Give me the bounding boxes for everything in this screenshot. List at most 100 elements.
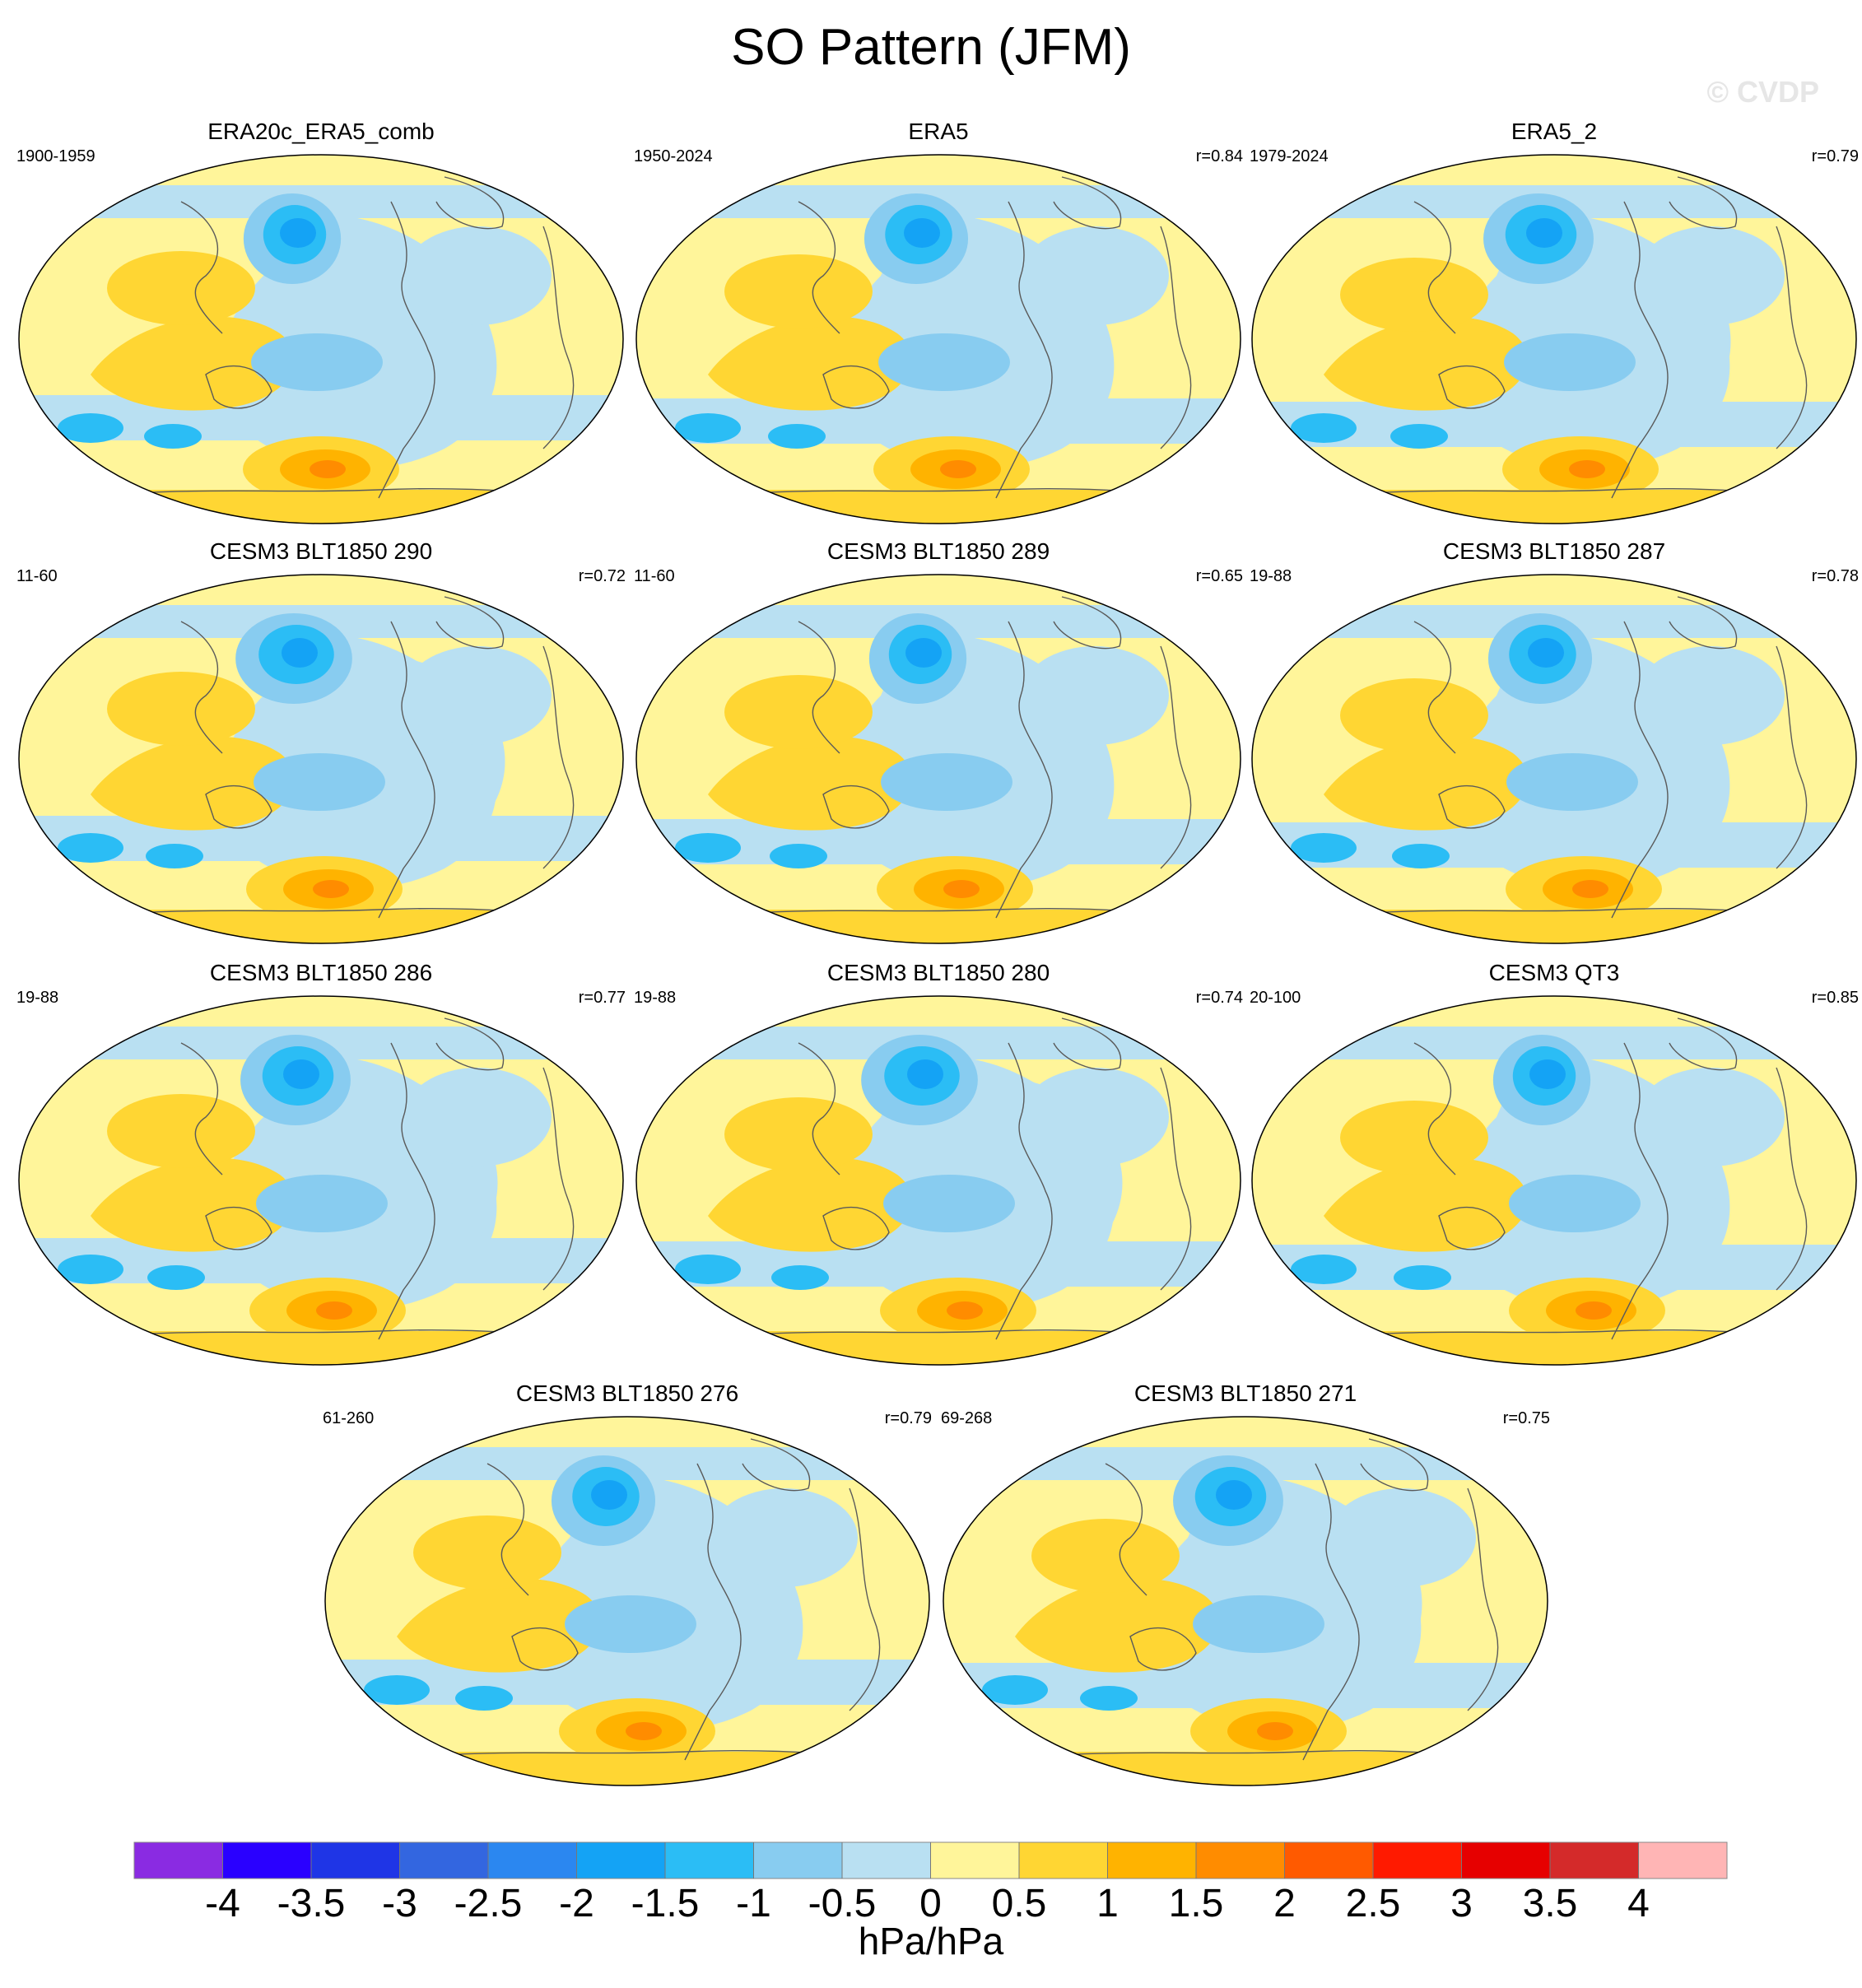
coastline-greenland	[1669, 1017, 1738, 1071]
aleutian-low-core	[907, 1059, 943, 1089]
colorbar-swatch	[222, 1842, 312, 1879]
indian-ocean-positive	[107, 251, 255, 325]
panel-correlation: r=0.85	[1811, 989, 1859, 1007]
panel-map	[1251, 995, 1857, 1366]
southern-ocean-negative-cell	[58, 413, 123, 443]
panel-correlation: r=0.65	[1195, 567, 1243, 585]
cvdp-watermark: © CVDP	[1706, 75, 1819, 109]
map-panel: CESM3 BLT1850 287 19-88 r=0.78	[1250, 538, 1859, 951]
indian-ocean-positive	[724, 675, 873, 749]
panel-correlation: r=0.77	[578, 989, 626, 1007]
coastline-africa-europe	[542, 1067, 575, 1291]
maritime-continent-positive	[397, 1578, 601, 1673]
colorbar-units: hPa/hPa	[858, 1920, 1004, 1962]
colorbar-swatch	[842, 1842, 931, 1879]
south-pacific-negative-cell	[144, 424, 202, 449]
coastline-americas	[378, 621, 435, 919]
antarctic-positive-band	[19, 910, 623, 943]
coastline-americas	[995, 201, 1053, 499]
coastline-greenland	[1053, 596, 1122, 649]
colorbar-swatch	[1284, 1842, 1374, 1879]
panel-map	[1251, 154, 1857, 524]
coastline-asia	[798, 1042, 840, 1176]
atlantic-negative-region	[1328, 1488, 1476, 1587]
panel-period: 19-88	[634, 989, 677, 1007]
southern-ocean-negative-cell	[364, 1675, 430, 1705]
coastline-australia	[1438, 365, 1506, 409]
coastline-asia	[180, 201, 223, 334]
southern-high-core	[316, 1301, 352, 1320]
coastline-australia	[822, 365, 890, 409]
east-pacific-negative-core	[1506, 753, 1638, 811]
southern-ocean-negative-band	[325, 1660, 929, 1705]
coastline-asia	[1413, 201, 1456, 334]
map-outline	[635, 995, 1241, 1366]
panel-period: 11-60	[634, 567, 675, 585]
antarctic-positive-band	[943, 1752, 1548, 1785]
southern-ocean-negative-cell	[58, 1255, 123, 1284]
southern-high-core	[1569, 460, 1605, 478]
east-pacific-negative-core	[878, 333, 1010, 391]
southern-high-core	[1257, 1722, 1293, 1740]
map-panel: CESM3 BLT1850 286 19-88 r=0.77	[16, 960, 626, 1372]
east-pacific-negative-core	[254, 753, 385, 811]
south-pacific-negative-cell	[455, 1686, 513, 1711]
panel-correlation: r=0.79	[1811, 147, 1859, 165]
coastline-africa-europe	[1160, 1067, 1192, 1291]
coastline-australia	[1438, 784, 1506, 829]
antarctic-positive-band	[19, 1331, 623, 1365]
panel-period: 19-88	[1250, 567, 1292, 585]
coastline-australia	[1438, 1206, 1506, 1250]
panel-period: 11-60	[16, 567, 58, 585]
coastline-americas	[684, 1463, 742, 1761]
panel-title: CESM3 BLT1850 271	[1133, 1380, 1357, 1406]
panel-period: 19-88	[16, 989, 59, 1007]
southern-ocean-negative-cell	[675, 833, 741, 863]
antarctic-positive-band	[1252, 490, 1856, 524]
coastline-australia	[205, 365, 272, 409]
east-pacific-negative-core	[881, 753, 1012, 811]
east-pacific-negative-core	[1193, 1595, 1324, 1653]
colorbar-swatch	[1019, 1842, 1108, 1879]
maritime-continent-positive	[91, 316, 295, 411]
coastline-greenland	[1360, 1438, 1429, 1492]
coastline-americas	[1611, 201, 1669, 499]
antarctic-positive-band	[636, 910, 1241, 943]
antarctic-positive-band	[19, 490, 623, 524]
east-pacific-negative-core	[256, 1175, 388, 1232]
southern-ocean-negative-band	[636, 398, 1241, 444]
aleutian-low-core	[282, 638, 318, 668]
indian-ocean-positive	[1340, 1101, 1488, 1175]
coastline-asia	[1105, 1463, 1147, 1596]
colorbar-swatch	[399, 1842, 489, 1879]
indian-ocean-positive	[107, 1094, 255, 1168]
atlantic-negative-region	[1636, 646, 1785, 745]
coastline-americas	[1611, 621, 1669, 919]
east-pacific-negative-core	[251, 333, 383, 391]
indian-ocean-positive	[724, 254, 873, 328]
map-panel: CESM3 BLT1850 271 69-268 r=0.75	[941, 1380, 1550, 1793]
southern-high-core	[313, 880, 349, 898]
coastline-americas	[1611, 1042, 1669, 1340]
map-outline	[18, 995, 624, 1366]
coastline-africa-europe	[1776, 1067, 1808, 1291]
colorbar-swatch	[1461, 1842, 1551, 1879]
south-pacific-negative-cell	[147, 1265, 205, 1290]
panel-period: 69-268	[941, 1409, 993, 1427]
southern-high-core	[940, 460, 976, 478]
panel-correlation: r=0.78	[1811, 567, 1859, 585]
map-panel: ERA5 1950-2024 r=0.84	[634, 119, 1243, 531]
aleutian-low-core	[905, 638, 942, 668]
maritime-continent-positive	[708, 736, 912, 831]
atlantic-negative-region	[403, 646, 552, 745]
panel-map	[635, 574, 1241, 944]
coastline-greenland	[1669, 596, 1738, 649]
aleutian-low-core	[280, 218, 316, 248]
coastline-asia	[180, 1042, 223, 1176]
colorbar-swatch	[665, 1842, 754, 1879]
figure-title: SO Pattern (JFM)	[731, 19, 1131, 76]
maritime-continent-positive	[1015, 1578, 1219, 1673]
map-panel: CESM3 QT3 20-100 r=0.85	[1250, 960, 1859, 1372]
southern-ocean-negative-cell	[1291, 413, 1357, 443]
colorbar-swatch	[753, 1842, 843, 1879]
